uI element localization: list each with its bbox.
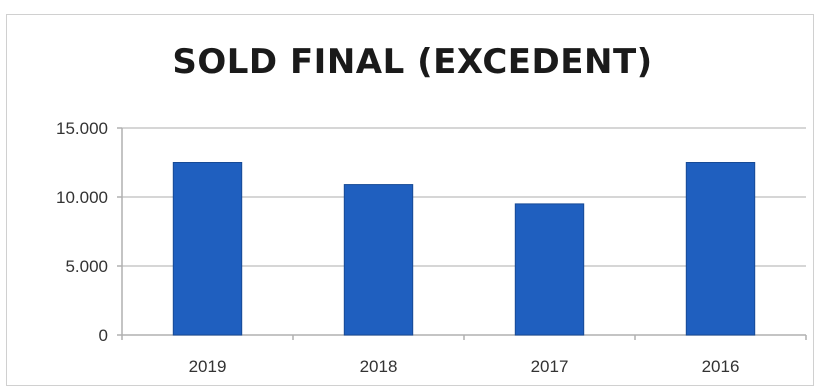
bar-2018 <box>343 184 414 336</box>
y-tick-label: 5.000 <box>65 257 108 276</box>
bars <box>172 162 756 336</box>
y-axis-tick-labels: 0 5.000 10.000 15.000 <box>56 119 108 345</box>
x-tick-label: 2016 <box>702 357 740 376</box>
bar-2017 <box>514 203 585 336</box>
x-tick-label: 2018 <box>360 357 398 376</box>
bar-2016 <box>685 162 756 336</box>
x-axis-tick-labels: 2019 2018 2017 2016 <box>189 357 740 376</box>
y-tick-label: 15.000 <box>56 119 108 138</box>
y-tick-label: 0 <box>99 326 108 345</box>
x-tick-label: 2017 <box>531 357 569 376</box>
bar-2019 <box>172 162 243 336</box>
x-tick-label: 2019 <box>189 357 227 376</box>
chart-title: SOLD FINAL (EXCEDENT) <box>172 42 653 82</box>
y-tick-label: 10.000 <box>56 188 108 207</box>
